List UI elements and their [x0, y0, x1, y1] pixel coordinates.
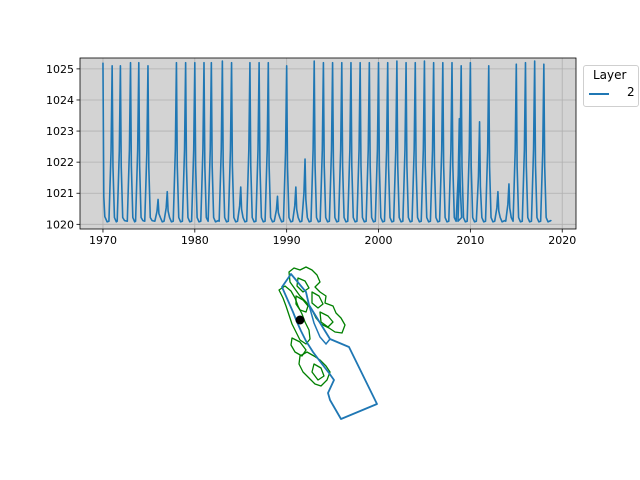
x-tick-label: 1990 [273, 234, 301, 247]
series-line-2 [102, 60, 552, 223]
catchment-boundary [288, 266, 346, 334]
map-plot [278, 266, 378, 420]
model-domain-inner [308, 304, 331, 346]
catchment-boundary [311, 291, 324, 309]
legend-label: 2 [627, 85, 635, 99]
x-tick-label: 2000 [365, 234, 393, 247]
series-line [102, 60, 552, 223]
catchment-boundary [296, 277, 310, 293]
y-tick-label: 1025 [46, 63, 74, 76]
legend: Layer 2 [583, 65, 639, 107]
catchment-boundary [311, 363, 325, 381]
y-tick-label: 1020 [46, 218, 74, 231]
observation-point [295, 315, 305, 325]
x-tick-label: 2020 [548, 234, 576, 247]
y-tick-label: 1021 [46, 187, 74, 200]
plot-area [80, 58, 576, 229]
x-tick-label: 1980 [181, 234, 209, 247]
x-tick-label: 2010 [456, 234, 484, 247]
catchment-boundary [278, 285, 311, 345]
y-axis: 1020 1021 1022 1023 1024 1025 [46, 63, 80, 231]
catchment-boundary [319, 311, 334, 328]
catchment-boundaries [278, 266, 346, 387]
y-tick-label: 1022 [46, 156, 74, 169]
catchment-boundary [298, 351, 331, 387]
x-tick-label: 1970 [89, 234, 117, 247]
legend-title: Layer [593, 68, 627, 82]
plot-frame [79, 57, 577, 230]
y-tick-label: 1024 [46, 94, 74, 107]
catchment-boundary [295, 295, 309, 313]
y-tick-label: 1023 [46, 125, 74, 138]
x-axis: 1970 1980 1990 2000 2010 2020 [89, 229, 576, 247]
catchment-boundary [290, 337, 307, 357]
time-series-plot: 1970 1980 1990 2000 2010 2020 102010211022102… [46, 57, 577, 247]
legend-swatch [589, 93, 609, 95]
